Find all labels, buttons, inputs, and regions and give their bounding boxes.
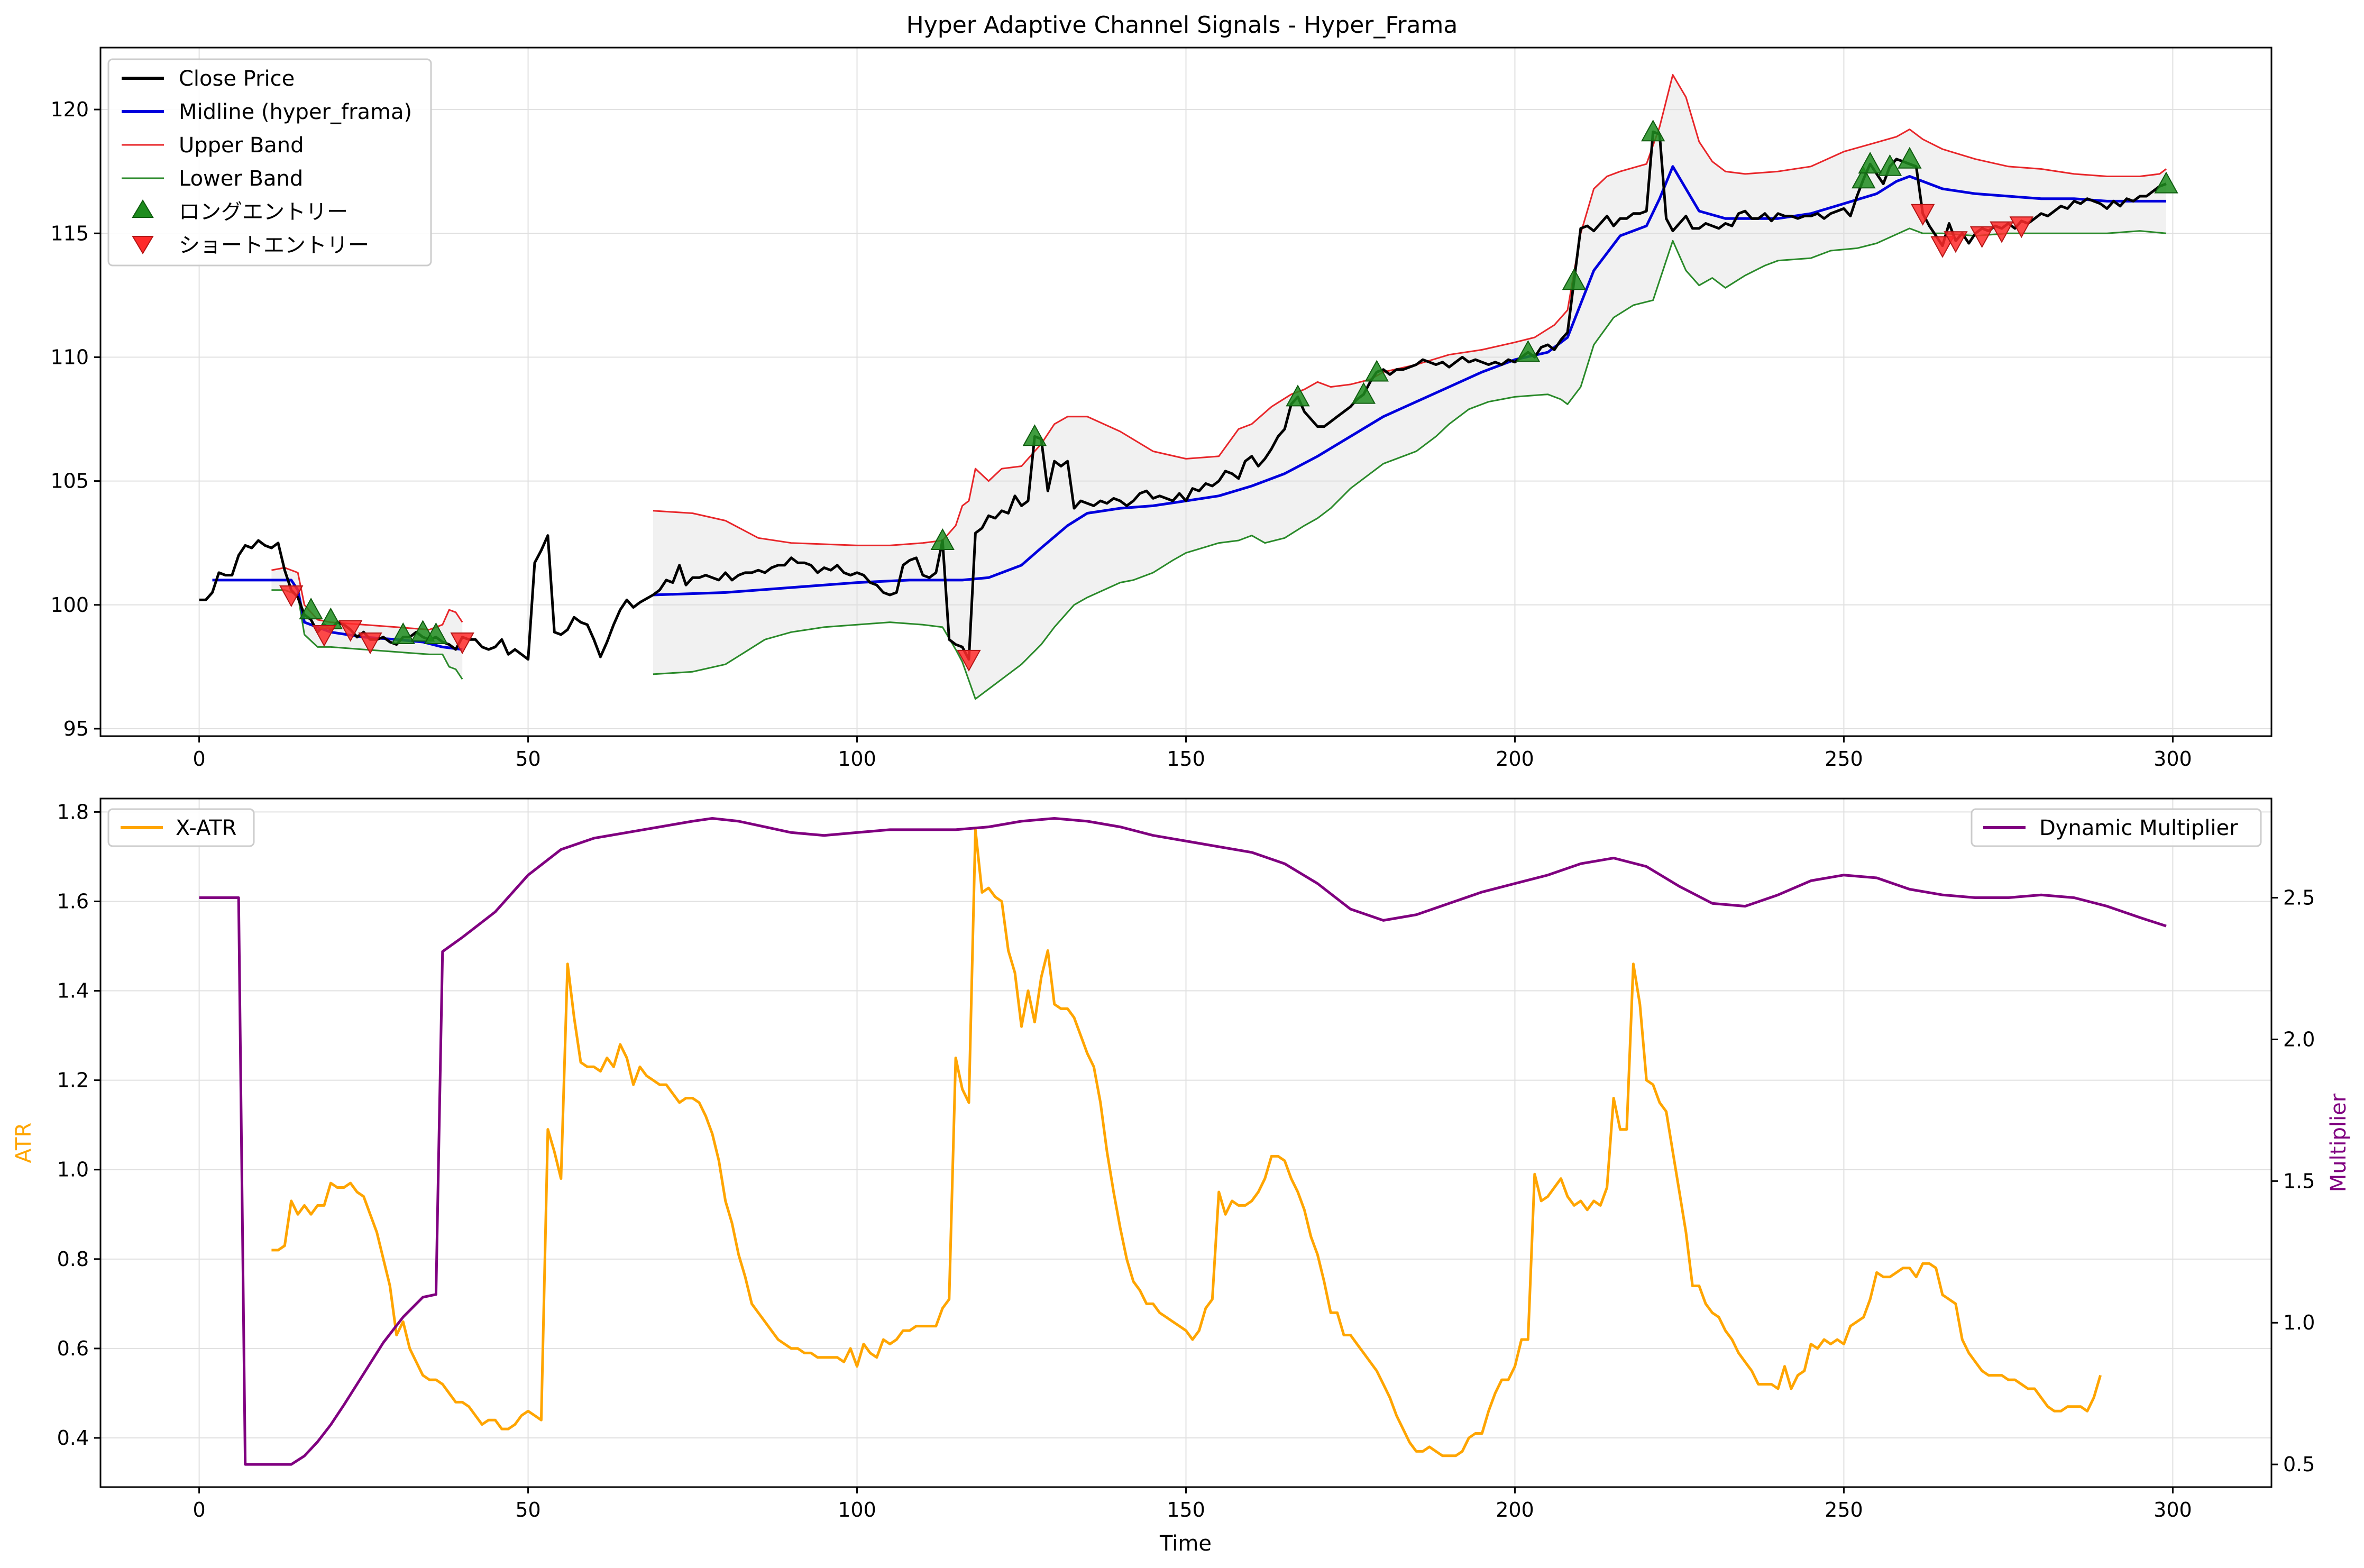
- long-entry-marker-10: [1516, 340, 1541, 362]
- long-entry-marker-12: [1641, 120, 1665, 142]
- short-entry-marker-3: [358, 632, 382, 655]
- band-fill: [271, 75, 2167, 699]
- atr-ytick-label-1.8: 1.8: [57, 800, 89, 823]
- multiplier-ytick-label-1: 1.0: [2283, 1311, 2315, 1334]
- multiplier-legend: Dynamic Multiplier: [1971, 808, 2262, 847]
- atr-ytick-label-1.6: 1.6: [57, 890, 89, 913]
- band-fill-region-1: [653, 75, 2167, 699]
- short-entry-marker-5: [957, 649, 981, 672]
- chart-title: Hyper Adaptive Channel Signals - Hyper_F…: [906, 12, 1458, 39]
- short-entry-marker-1: [312, 625, 336, 647]
- price-xtick-label-250: 250: [1825, 747, 1863, 771]
- price-ytick-label-120: 120: [50, 98, 89, 121]
- atr-ytick-label-1.2: 1.2: [57, 1069, 89, 1092]
- multiplier-line: [199, 817, 2167, 1466]
- atr-x-axis-label: Time: [1159, 1532, 1212, 1556]
- short-entry-marker-7: [1930, 236, 1955, 258]
- multiplier-ytick-label-1.5: 1.5: [2283, 1169, 2315, 1193]
- atr-xtick-label-50: 50: [515, 1498, 540, 1521]
- multiplier-ytick-label-2: 2.0: [2283, 1028, 2315, 1051]
- long-entry-marker-17: [2154, 171, 2178, 194]
- price-ticks: 0 50 100 150 200 250 300 95 100 105 110 115 120: [50, 98, 2192, 771]
- atr-line: [271, 828, 2102, 1457]
- price-xtick-label-150: 150: [1167, 747, 1205, 771]
- long-entry-marker-15: [1877, 154, 1902, 176]
- price-ytick-label-95: 95: [63, 717, 89, 740]
- atr-y-axis-label: ATR: [12, 1123, 36, 1163]
- short-entry-marker-4: [450, 632, 474, 655]
- atr-xtick-label-150: 150: [1167, 1498, 1205, 1521]
- atr-xtick-label-200: 200: [1496, 1498, 1534, 1521]
- price-xtick-label-200: 200: [1496, 747, 1534, 771]
- price-legend: Close Price Midline (hyper_frama) Upper …: [107, 58, 432, 267]
- short-entry-marker-11: [2009, 216, 2033, 239]
- upper-band-line-0: [271, 567, 463, 631]
- long-entry-marker-6: [1022, 424, 1047, 446]
- legend-long-label: ロングエントリー: [179, 200, 348, 224]
- atr-ytick-label-0.8: 0.8: [57, 1248, 89, 1271]
- legend-multiplier-label: Dynamic Multiplier: [2039, 816, 2238, 840]
- long-entry-marker-16: [1898, 146, 1922, 169]
- price-ytick-label-105: 105: [50, 470, 89, 493]
- long-entry-marker-11: [1562, 268, 1587, 290]
- legend-lower-label: Lower Band: [179, 167, 303, 191]
- legend-upper-label: Upper Band: [179, 133, 304, 158]
- lower-band-line-1: [653, 227, 2167, 700]
- legend-atr-label: X-ATR: [176, 816, 236, 840]
- long-entry-marker-8: [1351, 382, 1376, 404]
- atr-grid: [100, 799, 2271, 1487]
- price-ytick-label-115: 115: [50, 222, 89, 245]
- long-entry-marker-4: [424, 622, 448, 644]
- long-entry-marker-13: [1852, 167, 1876, 189]
- short-entry-marker-6: [1911, 204, 1935, 226]
- legend-long-swatch: [132, 199, 154, 218]
- atr-xtick-label-250: 250: [1825, 1498, 1863, 1521]
- atr-legend: X-ATR: [107, 808, 255, 847]
- atr-legend-box: [107, 808, 255, 847]
- price-panel: 0 50 100 150 200 250 300 95 100 105 110 115 120 Clos…: [50, 47, 2273, 771]
- price-xtick-label-0: 0: [193, 747, 205, 771]
- price-ytick-label-110: 110: [50, 345, 89, 369]
- multiplier-legend-box: [1971, 808, 2262, 847]
- price-ytick-label-100: 100: [50, 593, 89, 617]
- legend-short-label: ショートエントリー: [179, 233, 369, 258]
- multiplier-ytick-label-0.5: 0.5: [2283, 1453, 2315, 1476]
- long-entry-marker-2: [391, 622, 415, 644]
- short-entry-marker-0: [279, 585, 304, 608]
- long-entry-marker-0: [299, 598, 323, 620]
- atr-ytick-label-1.4: 1.4: [57, 979, 89, 1003]
- price-xtick-label-300: 300: [2154, 747, 2192, 771]
- short-entry-marker-8: [1944, 231, 1968, 253]
- atr-ticks: 0 50 100 150 200 250 300 0.4 0.6 0.8 1.0 1.2 1.4 1.6 1…: [57, 800, 2315, 1521]
- long-entry-marker-7: [1286, 384, 1310, 407]
- short-entry-marker-9: [1969, 226, 1994, 249]
- atr-panel: 0 50 100 150 200 250 300 0.4 0.6 0.8 1.0 1.2 1.4 1.6 1…: [12, 797, 2351, 1556]
- long-entry-marker-9: [1364, 360, 1389, 382]
- atr-xtick-label-0: 0: [193, 1498, 205, 1521]
- price-grid: [100, 48, 2271, 736]
- multiplier-ytick-label-2.5: 2.5: [2283, 886, 2315, 910]
- atr-xtick-label-300: 300: [2154, 1498, 2192, 1521]
- long-entry-marker-14: [1858, 152, 1882, 174]
- short-entry-marker-10: [1990, 221, 2014, 243]
- long-entry-marker-3: [410, 620, 435, 642]
- legend-short-swatch: [132, 236, 154, 254]
- close-price-line-0: [199, 130, 2167, 661]
- price-xtick-label-50: 50: [515, 747, 540, 771]
- atr-ytick-label-0.6: 0.6: [57, 1337, 89, 1360]
- short-entry-marker-2: [338, 620, 363, 642]
- entry-markers: [279, 120, 2178, 672]
- atr-ytick-label-1: 1.0: [57, 1158, 89, 1181]
- atr-ytick-label-0.4: 0.4: [57, 1426, 89, 1450]
- long-entry-marker-5: [930, 528, 955, 551]
- band-fill-region-0: [271, 567, 463, 680]
- atr-xtick-label-100: 100: [838, 1498, 876, 1521]
- price-legend-box: [107, 58, 432, 267]
- atr-series: [199, 817, 2167, 1466]
- legend-midline-label: Midline (hyper_frama): [179, 100, 412, 124]
- legend-close-label: Close Price: [179, 67, 295, 91]
- price-xtick-label-100: 100: [838, 747, 876, 771]
- multiplier-y-axis-label: Multiplier: [2326, 1093, 2351, 1192]
